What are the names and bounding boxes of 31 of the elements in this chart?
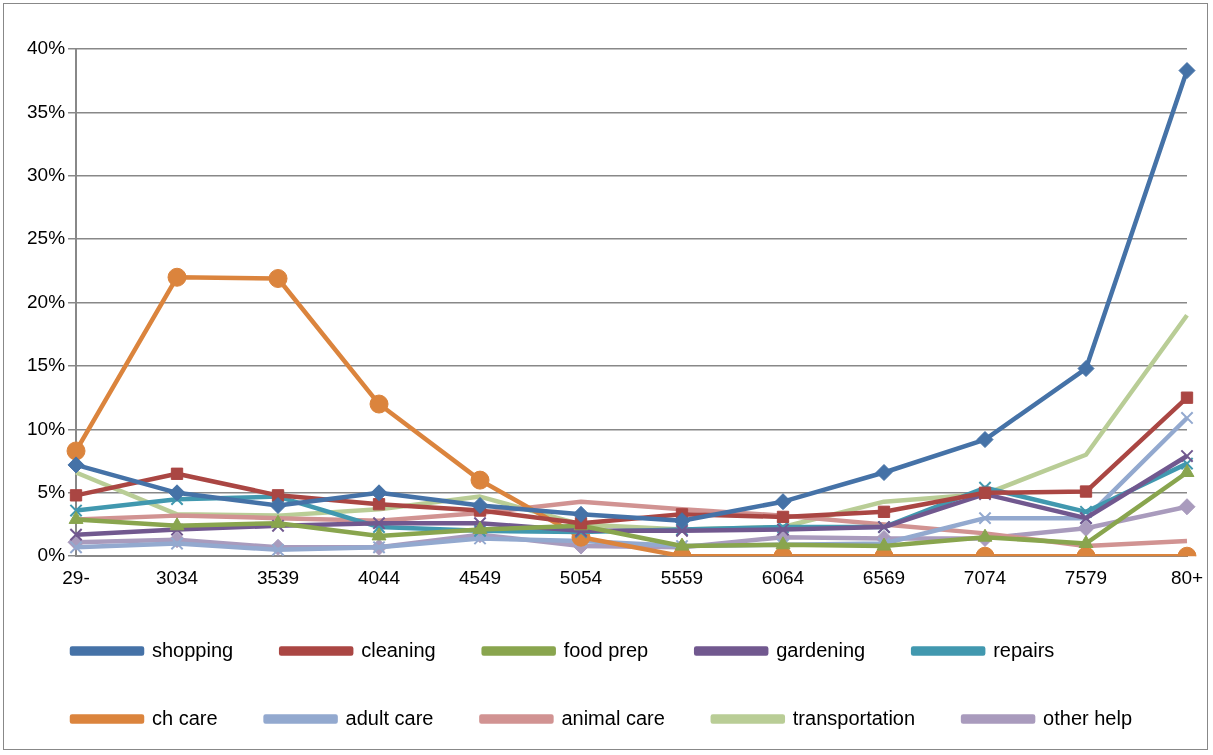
y-tick-label: 5% bbox=[37, 481, 66, 503]
legend-label: adult care bbox=[345, 706, 434, 729]
y-tick-label: 40% bbox=[27, 37, 66, 59]
x-tick-label: 3539 bbox=[256, 566, 300, 588]
y-tick-label: 0% bbox=[37, 544, 66, 566]
legend-label: ch care bbox=[152, 706, 218, 729]
legend-label: transportation bbox=[792, 706, 916, 729]
y-tick-label: 15% bbox=[27, 354, 66, 376]
x-tick-label: 6064 bbox=[761, 566, 805, 588]
x-tick-label: 5054 bbox=[559, 566, 603, 588]
y-tick-label: 10% bbox=[27, 417, 66, 439]
x-tick-label: 29- bbox=[62, 566, 90, 588]
x-tick-label: 5559 bbox=[660, 566, 704, 588]
legend-label: repairs bbox=[993, 638, 1055, 661]
x-tick-label: 6569 bbox=[862, 566, 906, 588]
y-tick-label: 30% bbox=[27, 164, 66, 186]
x-tick-label: 7074 bbox=[963, 566, 1007, 588]
legend-label: food prep bbox=[563, 638, 649, 661]
x-tick-label: 4549 bbox=[458, 566, 502, 588]
legend-label: cleaning bbox=[361, 638, 436, 661]
x-tick-label: 7579 bbox=[1064, 566, 1108, 588]
legend-label: animal care bbox=[561, 706, 665, 729]
x-tick-label: 3034 bbox=[155, 566, 199, 588]
x-tick-label: 4044 bbox=[357, 566, 401, 588]
legend-label: other help bbox=[1043, 706, 1133, 729]
y-tick-label: 20% bbox=[27, 290, 66, 312]
legend-label: shopping bbox=[152, 638, 234, 661]
x-tick-label: 80+ bbox=[1170, 566, 1204, 588]
y-tick-label: 25% bbox=[27, 227, 66, 249]
y-tick-label: 35% bbox=[27, 100, 66, 122]
legend-label: gardening bbox=[776, 638, 866, 661]
